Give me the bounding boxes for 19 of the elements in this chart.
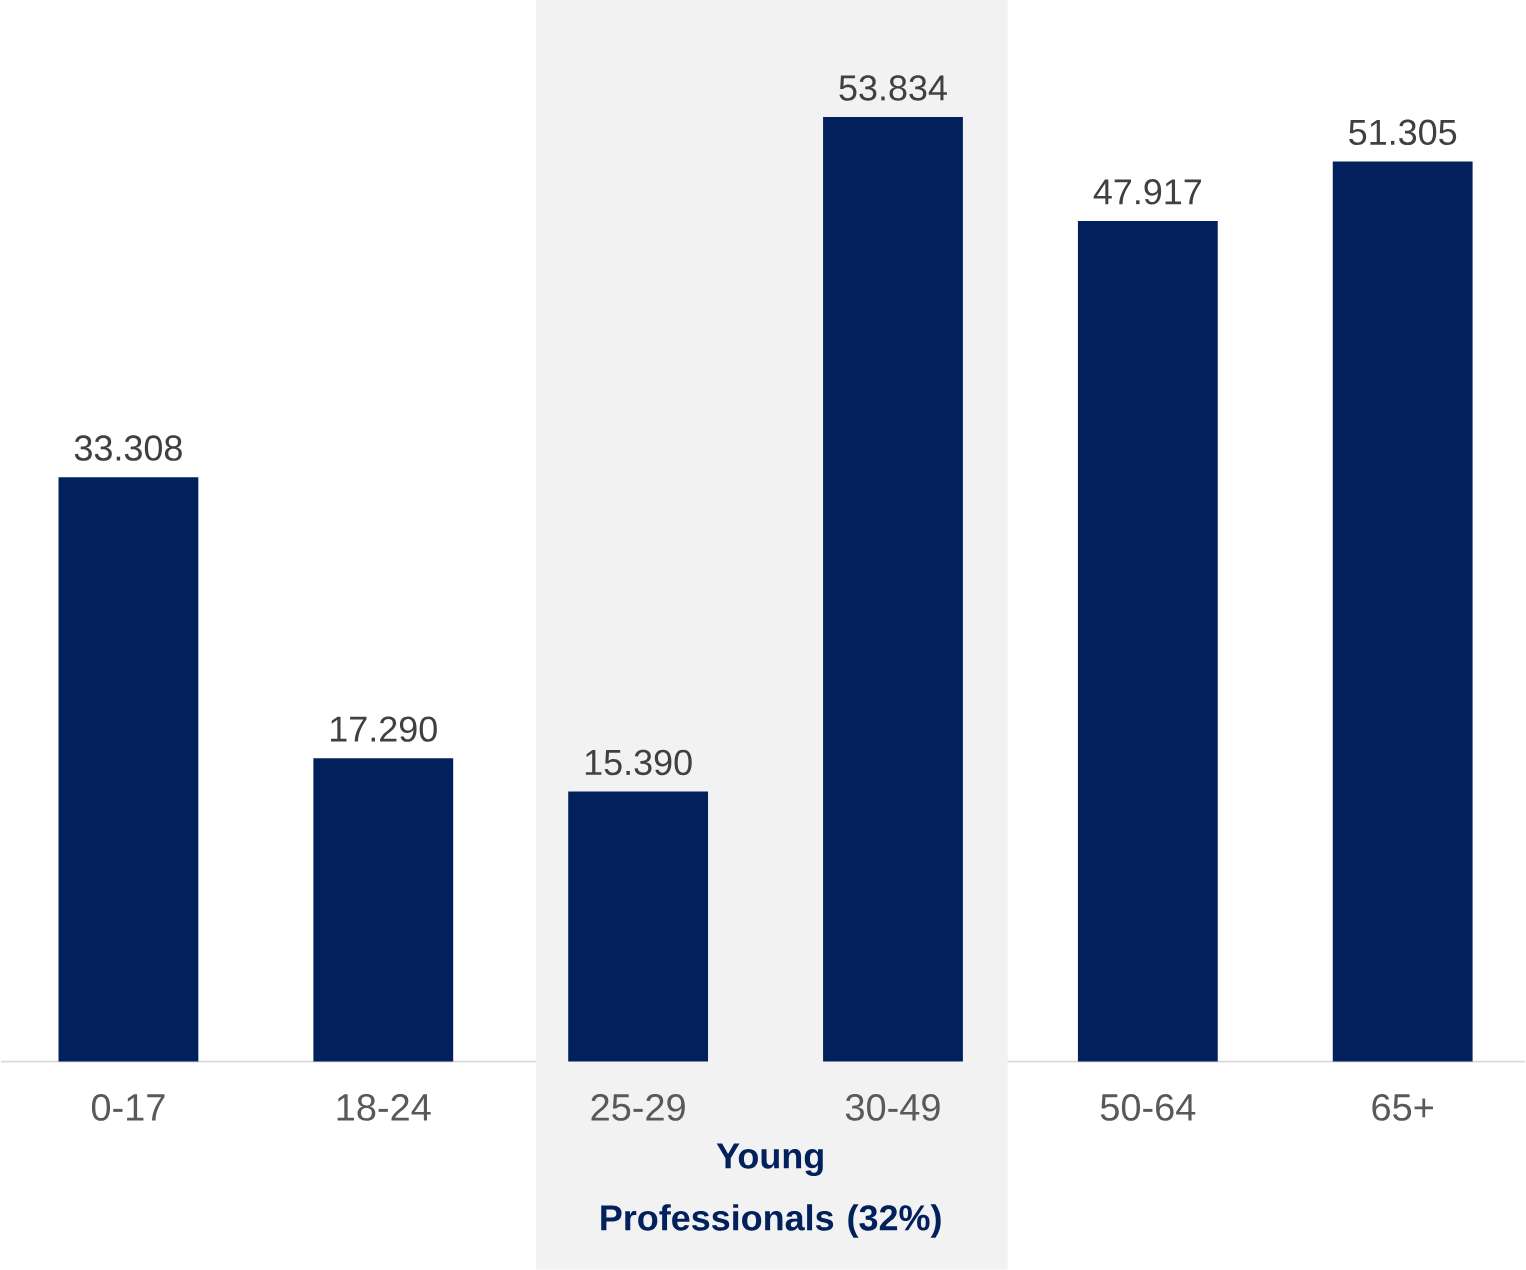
data-label: 47.917 xyxy=(1093,179,1202,205)
bar xyxy=(313,758,454,1062)
data-label: 33.308 xyxy=(74,435,182,461)
bar xyxy=(1332,161,1473,1062)
bar xyxy=(568,791,709,1062)
x-tick-label: 50-64 xyxy=(1100,1094,1196,1121)
bar xyxy=(58,477,199,1062)
data-label: 15.390 xyxy=(585,749,692,776)
bar xyxy=(1077,221,1218,1062)
band-label: Young Professionals (32%) xyxy=(601,1143,941,1238)
data-label: 53.834 xyxy=(839,75,947,101)
x-tick-label: 30-49 xyxy=(845,1094,940,1121)
x-tick-label: 0-17 xyxy=(91,1094,165,1121)
x-tick-label: 65+ xyxy=(1372,1094,1433,1121)
data-label: 17.290 xyxy=(331,716,437,742)
x-tick-label: 18-24 xyxy=(337,1094,431,1121)
bar xyxy=(823,117,963,1062)
x-tick-label: 25-29 xyxy=(591,1094,685,1121)
data-label: 51.305 xyxy=(1349,119,1457,146)
